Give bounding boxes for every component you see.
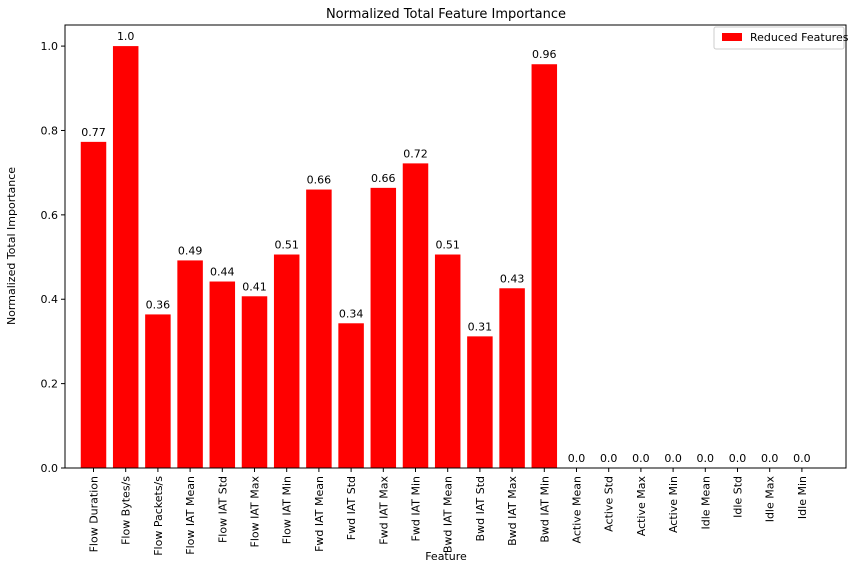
legend-label: Reduced Features [750, 31, 849, 44]
x-tick-label: Active Std [603, 476, 616, 532]
bar-value-label: 0.51 [274, 239, 299, 252]
bar-value-label: 0.72 [403, 147, 428, 160]
x-tick-label: Bwd IAT Min [538, 476, 551, 543]
bar-value-label: 0.66 [371, 172, 396, 185]
bar-value-label: 0.96 [532, 48, 557, 61]
x-tick-label: Flow IAT Std [216, 476, 229, 543]
x-tick-label: Fwd IAT Std [345, 476, 358, 540]
x-tick-label: Idle Max [764, 476, 777, 523]
legend-box [713, 26, 845, 50]
x-tick-label: Flow IAT Min [281, 476, 294, 544]
x-tick-label: Idle Std [732, 476, 745, 518]
bar [467, 336, 493, 468]
x-tick-label: Active Min [667, 476, 680, 533]
x-tick-label: Active Max [635, 476, 648, 537]
bar [241, 296, 268, 468]
bar [80, 141, 107, 468]
bar [338, 323, 364, 468]
x-tick-label: Bwd IAT Std [474, 476, 487, 541]
bar-value-label: 0.41 [242, 280, 267, 293]
y-tick-label: 1.0 [41, 40, 59, 53]
bar-value-label: 0.66 [307, 174, 332, 187]
bar-value-label: 0.0 [632, 452, 650, 465]
bar-value-label: 0.44 [210, 266, 235, 279]
y-tick-label: 0.6 [41, 209, 59, 222]
bar [177, 260, 203, 468]
bar-value-label: 0.51 [435, 239, 460, 252]
bar-value-label: 0.0 [600, 452, 618, 465]
x-tick-label: Idle Min [796, 476, 809, 519]
bar [402, 163, 429, 468]
x-axis-title: Feature [425, 550, 467, 563]
x-tick-label: Idle Mean [699, 476, 712, 530]
y-axis: 0.0 0.2 0.4 0.6 0.8 1.0 [41, 40, 65, 475]
bar [434, 254, 461, 468]
bar [499, 288, 525, 468]
x-tick-label: Flow Packets/s [152, 476, 165, 556]
bar-value-label: 1.0 [117, 30, 135, 43]
x-tick-label: Flow Bytes/s [120, 476, 133, 545]
bar [370, 187, 397, 469]
legend: Reduced Features [713, 26, 849, 50]
bar-value-label: 0.34 [339, 307, 364, 320]
x-axis: Flow Duration Flow Bytes/s Flow Packets/s F… [88, 468, 809, 556]
x-tick-label: Bwd IAT Mean [442, 476, 455, 553]
bar-value-label: 0.0 [729, 452, 747, 465]
y-tick-label: 0.4 [41, 293, 59, 306]
bar [209, 281, 236, 468]
y-tick-label: 0.8 [41, 124, 59, 137]
bar-value-label: 0.36 [146, 298, 171, 311]
bar-value-label: 0.43 [500, 272, 525, 285]
y-axis-title: Normalized Total Importance [5, 167, 18, 325]
bar-value-label: 0.0 [761, 452, 779, 465]
x-tick-label: Active Mean [571, 476, 584, 544]
bar [112, 46, 139, 468]
x-tick-label: Fwd IAT Mean [313, 476, 326, 552]
chart-title: Normalized Total Feature Importance [326, 7, 566, 22]
bar-value-label: 0.0 [568, 452, 586, 465]
bar-value-label: 0.0 [664, 452, 682, 465]
x-tick-label: Fwd IAT Min [410, 476, 423, 541]
legend-swatch [722, 33, 742, 41]
bar [273, 254, 300, 468]
bar [531, 64, 558, 468]
x-tick-label: Bwd IAT Max [506, 476, 519, 546]
bar [306, 189, 332, 469]
bar-value-label: 0.77 [81, 126, 106, 139]
bar-value-label: 0.31 [468, 320, 493, 333]
bar-value-label: 0.0 [793, 452, 811, 465]
x-tick-label: Flow Duration [88, 476, 101, 552]
x-tick-label: Fwd IAT Max [377, 476, 390, 545]
plot-area: 0.77 1.0 0.36 0.49 0.44 0.41 0.51 0.66 0.34 0.66 0… [80, 30, 811, 469]
y-tick-label: 0.0 [41, 462, 59, 475]
y-tick-label: 0.2 [41, 378, 59, 391]
bar-value-label: 0.49 [178, 244, 203, 257]
bar-value-label: 0.0 [697, 452, 715, 465]
axes-frame [64, 24, 847, 469]
x-tick-label: Flow IAT Mean [184, 476, 197, 555]
bar [145, 314, 171, 468]
x-tick-label: Flow IAT Max [249, 476, 262, 548]
